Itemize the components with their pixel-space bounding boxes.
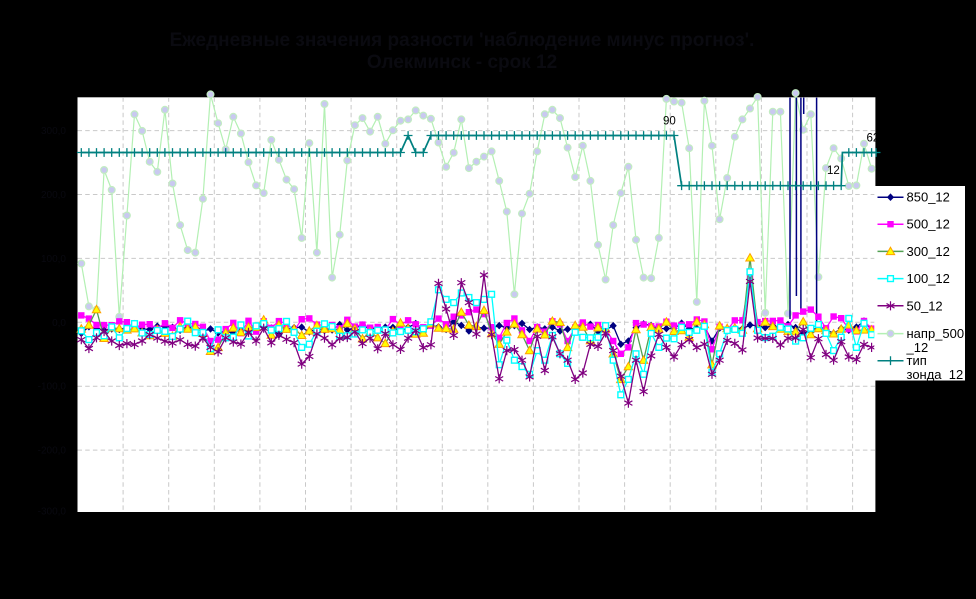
svg-text:300_12: 300_12: [907, 244, 950, 259]
svg-text:50_12: 50_12: [907, 298, 943, 313]
svg-text:_12: _12: [906, 340, 929, 355]
svg-text:62: 62: [867, 133, 880, 145]
svg-text:100,0: 100,0: [41, 254, 66, 265]
svg-text:тип: тип: [907, 353, 927, 368]
svg-text:90: 90: [663, 116, 676, 128]
svg-text:200,0: 200,0: [41, 190, 66, 201]
svg-text:12: 12: [827, 165, 840, 177]
svg-text:-200,0: -200,0: [38, 446, 67, 457]
svg-text:напр_500: напр_500: [907, 326, 965, 341]
svg-text:500_12: 500_12: [907, 217, 950, 232]
svg-text:-300,0: -300,0: [38, 507, 67, 518]
svg-text:Ежедневные значения разности ': Ежедневные значения разности 'наблюдение…: [170, 30, 755, 51]
svg-text:Олекминск - срок 12: Олекминск - срок 12: [367, 52, 557, 73]
svg-text:300,0: 300,0: [41, 126, 66, 137]
svg-text:850_12: 850_12: [907, 190, 950, 205]
svg-text:0,0: 0,0: [52, 318, 66, 329]
svg-text:100_12: 100_12: [907, 271, 950, 286]
svg-text:-100,0: -100,0: [38, 382, 67, 393]
svg-text:зонда_12: зонда_12: [907, 367, 964, 382]
